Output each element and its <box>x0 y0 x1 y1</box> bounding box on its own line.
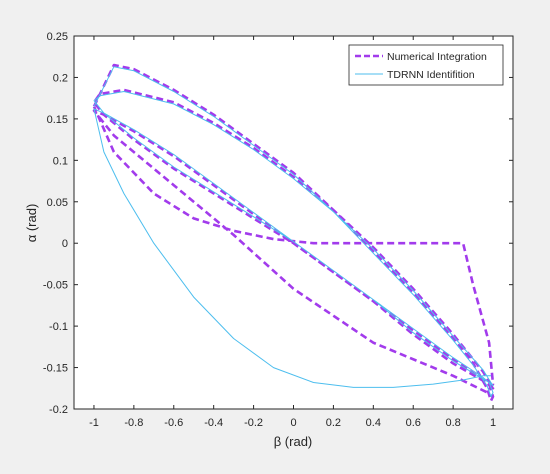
legend-label-numerical: Numerical Integration <box>387 51 487 63</box>
y-tick-label: -0.15 <box>43 363 68 375</box>
x-tick-label: -0.2 <box>244 417 263 429</box>
x-tick-label: 1 <box>490 417 496 429</box>
x-tick-label: -0.6 <box>164 417 183 429</box>
x-tick-label: 0.6 <box>406 417 421 429</box>
legend: Numerical Integration TDRNN Identifition <box>348 44 504 86</box>
x-tick-label: -1 <box>89 417 99 429</box>
x-axis-label: β (rad) <box>274 434 313 449</box>
x-tick-label: -0.4 <box>204 417 223 429</box>
y-tick-label: 0.25 <box>47 31 68 43</box>
y-tick-label: -0.05 <box>43 280 68 292</box>
tick-layer: -1 -0.8 -0.6 -0.4 -0.2 0 0.2 0.4 0.6 0.8 1 -0.2 -0.1… <box>43 31 513 429</box>
y-tick-label: 0.05 <box>47 197 68 209</box>
legend-label-tdrnn: TDRNN Identifition <box>387 69 475 81</box>
x-tick-label: 0.4 <box>366 417 381 429</box>
x-tick-label: 0 <box>290 417 296 429</box>
axes-background <box>74 36 513 409</box>
y-tick-label: -0.1 <box>49 321 68 333</box>
y-tick-label: 0.15 <box>47 114 68 126</box>
x-tick-label: 0.2 <box>326 417 341 429</box>
x-tick-label: -0.8 <box>124 417 143 429</box>
series-line-1 <box>93 66 494 398</box>
legend-box <box>348 44 504 86</box>
y-tick-label: 0.2 <box>53 72 68 84</box>
y-tick-label: -0.2 <box>49 404 68 416</box>
y-tick-label: 0.1 <box>53 155 68 167</box>
x-tick-label: 0.8 <box>445 417 460 429</box>
y-tick-label: 0 <box>62 238 68 250</box>
series-layer <box>92 63 495 402</box>
y-axis-label: α (rad) <box>24 204 39 243</box>
